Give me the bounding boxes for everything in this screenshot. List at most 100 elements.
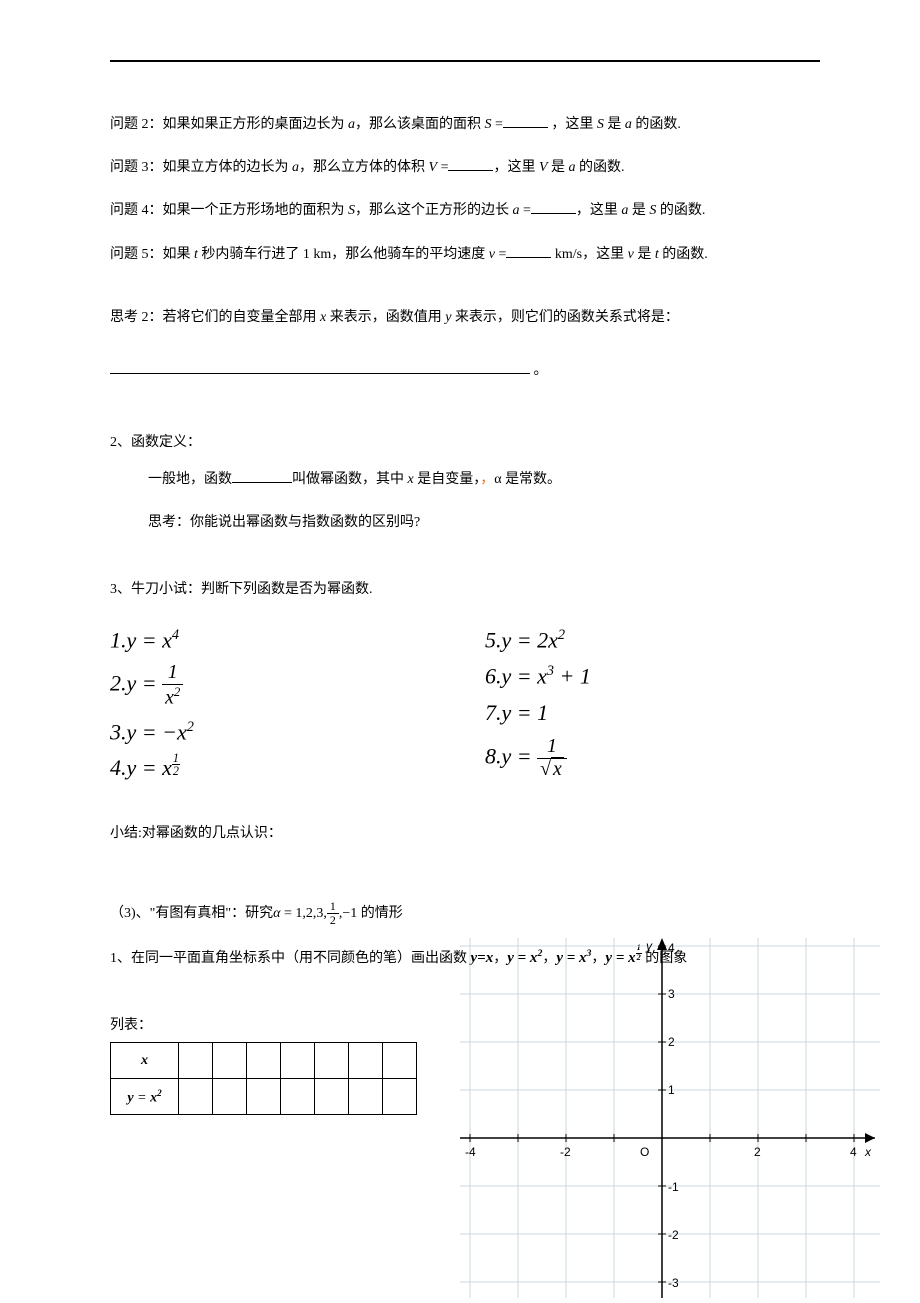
tick-label: -2 bbox=[560, 1145, 571, 1159]
table-cell bbox=[315, 1079, 349, 1115]
table-cell-header: y = x2 bbox=[111, 1079, 179, 1115]
q2-text: ，那么该桌面的面积 bbox=[355, 117, 485, 132]
def-alpha: α bbox=[494, 472, 501, 487]
math-col-right: 5.y = 2x2 6.y = x3 + 1 7.y = 1 8.y = 1√x bbox=[485, 618, 860, 792]
small-summary: 小结:对幂函数的几点认识： bbox=[110, 821, 860, 846]
blank-field bbox=[531, 198, 576, 214]
question-5: 问题 5：如果 t 秒内骑车行进了 1 km，那么他骑车的平均速度 v = km… bbox=[110, 242, 860, 267]
blank-field bbox=[503, 112, 548, 128]
math-col-left: 1.y = x4 2.y = 1x2 3.y = −x2 4.y = x12 bbox=[110, 618, 485, 792]
q5-text: 的函数. bbox=[659, 247, 708, 262]
graph-svg: -4 -2 2 4 4 3 2 1 -1 -2 -3 O x y bbox=[460, 938, 880, 1298]
plot-prefix: 1、在同一平面直角坐标系中（用不同颜色的笔）画出函数 bbox=[110, 951, 471, 966]
q2-var: a bbox=[348, 117, 355, 132]
eq-4: 4.y = x12 bbox=[110, 754, 485, 783]
table-cell bbox=[213, 1043, 247, 1079]
q3-text: 问题 3：如果立方体的边长为 bbox=[110, 160, 292, 175]
q3-var: V bbox=[539, 160, 548, 175]
q3-text: 是 bbox=[548, 160, 569, 175]
q5-text: 问题 5：如果 bbox=[110, 247, 194, 262]
tick-label: 4 bbox=[850, 1145, 857, 1159]
table-cell bbox=[247, 1043, 281, 1079]
blank-field bbox=[232, 467, 292, 483]
q2-text: 的函数. bbox=[632, 117, 681, 132]
tick-label: 2 bbox=[754, 1145, 761, 1159]
period: 。 bbox=[534, 363, 548, 378]
think-2: 思考 2：若将它们的自变量全部用 x 来表示，函数值用 y 来表示，则它们的函数… bbox=[110, 305, 860, 383]
q2-var: S bbox=[485, 117, 492, 132]
y-axis-label: y bbox=[645, 939, 653, 953]
q3-text: ，这里 bbox=[493, 160, 539, 175]
y-arrow-icon bbox=[657, 938, 667, 950]
section-2-think: 思考：你能说出幂函数与指数函数的区别吗? bbox=[110, 510, 860, 535]
eq-6: 6.y = x3 + 1 bbox=[485, 662, 860, 691]
table-cell bbox=[179, 1043, 213, 1079]
tick-label: -4 bbox=[465, 1145, 476, 1159]
blank-long-field bbox=[110, 358, 530, 374]
origin-label: O bbox=[640, 1145, 649, 1159]
tick-label: 4 bbox=[668, 941, 675, 955]
table-cell bbox=[383, 1043, 417, 1079]
q2-text: 是 bbox=[604, 117, 625, 132]
q2-text: 问题 2：如果如果正方形的桌面边长为 bbox=[110, 117, 348, 132]
think2-text: 思考 2：若将它们的自变量全部用 bbox=[110, 310, 320, 325]
tick-label: 2 bbox=[668, 1035, 675, 1049]
question-2: 问题 2：如果如果正方形的桌面边长为 a，那么该桌面的面积 S = ，这里 S … bbox=[110, 112, 860, 137]
q2-text: = bbox=[492, 117, 503, 132]
blank-field bbox=[448, 155, 493, 171]
coordinate-graph: -4 -2 2 4 4 3 2 1 -1 -2 -3 O x y bbox=[460, 938, 880, 1298]
x-axis-label: x bbox=[864, 1145, 872, 1159]
table-row: y = x2 bbox=[111, 1079, 417, 1115]
q5-text: 秒内骑车行进了 1 km，那么他骑车的平均速度 bbox=[198, 247, 489, 262]
q2-text: ，这里 bbox=[548, 117, 597, 132]
eq-3: 3.y = −x2 bbox=[110, 718, 485, 747]
tick-label: -3 bbox=[668, 1276, 679, 1290]
math-exercises: 1.y = x4 2.y = 1x2 3.y = −x2 4.y = x12 5… bbox=[110, 618, 860, 792]
q3-var: a bbox=[569, 160, 576, 175]
q2-var: a bbox=[625, 117, 632, 132]
tick-label: -2 bbox=[668, 1228, 679, 1242]
section-3-title: 3、牛刀小试：判断下列函数是否为幂函数. bbox=[110, 578, 860, 598]
q4-text: ，那么这个正方形的边长 bbox=[355, 203, 513, 218]
value-table: x y = x2 bbox=[110, 1042, 417, 1115]
eq-7: 7.y = 1 bbox=[485, 699, 860, 728]
table-cell bbox=[281, 1079, 315, 1115]
blank-field bbox=[506, 242, 551, 258]
table-cell bbox=[247, 1079, 281, 1115]
table-cell bbox=[213, 1079, 247, 1115]
q4-text: 的函数. bbox=[656, 203, 705, 218]
table-cell-header: x bbox=[111, 1043, 179, 1079]
def-text: 叫做幂函数，其中 bbox=[292, 472, 408, 487]
table-row: x bbox=[111, 1043, 417, 1079]
q4-var: S bbox=[348, 203, 355, 218]
def-text: 是常数。 bbox=[502, 472, 562, 487]
q3-text: 的函数. bbox=[576, 160, 625, 175]
q4-text: ，这里 bbox=[576, 203, 622, 218]
tick-label: 1 bbox=[668, 1083, 675, 1097]
table-cell bbox=[315, 1043, 349, 1079]
eq-1: 1.y = x4 bbox=[110, 626, 485, 655]
question-4: 问题 4：如果一个正方形场地的面积为 S，那么这个正方形的边长 a =，这里 a… bbox=[110, 198, 860, 223]
orange-comma: ， bbox=[480, 472, 494, 487]
table-cell bbox=[383, 1079, 417, 1115]
section-2-title: 2、函数定义： bbox=[110, 431, 860, 451]
eq-5: 5.y = 2x2 bbox=[485, 626, 860, 655]
def-text: 是自变量， bbox=[414, 472, 481, 487]
q4-text: 问题 4：如果一个正方形场地的面积为 bbox=[110, 203, 348, 218]
question-3: 问题 3：如果立方体的边长为 a，那么立方体的体积 V =，这里 V 是 a 的… bbox=[110, 155, 860, 180]
think2-text: 来表示，则它们的函数关系式将是： bbox=[451, 310, 679, 325]
q2-var: S bbox=[597, 117, 604, 132]
q3-var: a bbox=[292, 160, 299, 175]
q4-text: 是 bbox=[628, 203, 649, 218]
x-arrow-icon bbox=[865, 1133, 875, 1143]
think2-text: 来表示，函数值用 bbox=[326, 310, 445, 325]
eq-8: 8.y = 1√x bbox=[485, 736, 860, 781]
graph-title-prefix: （3)、"有图有真相"：研究 bbox=[110, 906, 273, 921]
q3-text: ，那么立方体的体积 bbox=[299, 160, 429, 175]
table-cell bbox=[349, 1079, 383, 1115]
eq-2: 2.y = 1x2 bbox=[110, 662, 485, 709]
section-graph-title: （3)、"有图有真相"：研究α = 1,2,3,12,−1 的情形 bbox=[110, 900, 860, 927]
table-cell bbox=[349, 1043, 383, 1079]
q5-text: km/s，这里 bbox=[551, 247, 627, 262]
table-cell bbox=[179, 1079, 213, 1115]
